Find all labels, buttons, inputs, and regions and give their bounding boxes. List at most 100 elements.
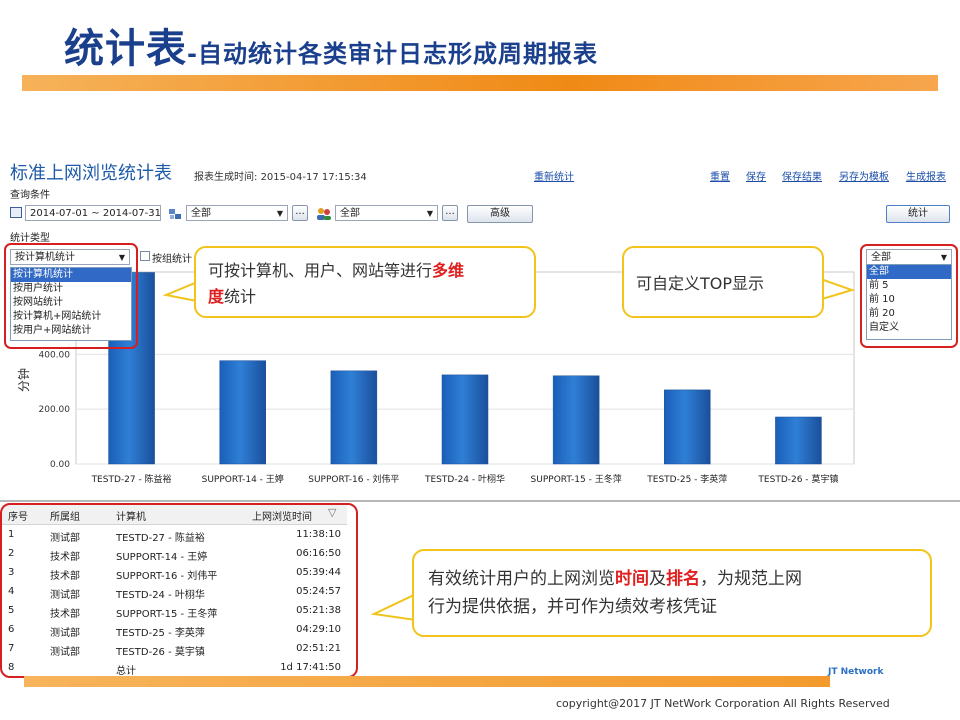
row-browse-time: 06:16:50 bbox=[296, 548, 341, 559]
bar[interactable] bbox=[775, 416, 822, 465]
row-index: 5 bbox=[8, 605, 15, 616]
computer-group-icon bbox=[168, 206, 182, 220]
x-tick-label: SUPPORT-16 - 刘伟平 bbox=[308, 473, 399, 485]
stat-type-value: 按计算机统计 bbox=[15, 252, 75, 263]
col-header-computer[interactable]: 计算机 bbox=[116, 512, 146, 523]
table-row[interactable]: 8 总计 1d 17:41:50 bbox=[2, 659, 347, 678]
save-link[interactable]: 保存 bbox=[746, 172, 766, 183]
company-logo: JT Network bbox=[828, 667, 884, 677]
generated-value: 2015-04-17 17:15:34 bbox=[260, 172, 367, 183]
computer-scope-select[interactable]: 全部 ▼ bbox=[186, 205, 288, 221]
effect-callout: 有效统计用户的上网浏览时间及排名，为规范上网 行为提供依据，并可作为绩效考核凭证 bbox=[412, 549, 932, 637]
top-option[interactable]: 前 10 bbox=[869, 294, 895, 305]
slide-title-main: 统计表 bbox=[64, 26, 187, 72]
row-group: 技术部 bbox=[50, 571, 80, 582]
table-row[interactable]: 5 技术部 SUPPORT-15 - 王冬萍 05:21:38 bbox=[2, 602, 347, 621]
stats-table: 序号 所属组 计算机 上网浏览时间 ▽ 1 测试部 TESTD-27 - 陈益裕 11… bbox=[2, 505, 347, 681]
group-stat-label: 按组统计 bbox=[152, 254, 192, 265]
stat-type-option[interactable]: 按计算机+网站统计 bbox=[13, 311, 102, 322]
row-computer: TESTD-25 - 李英萍 bbox=[116, 628, 205, 639]
callout-highlight: 排名 bbox=[666, 569, 700, 589]
save-as-template-link[interactable]: 另存为模板 bbox=[839, 172, 889, 183]
bar[interactable] bbox=[330, 370, 378, 465]
footer-orange-bar bbox=[24, 676, 830, 687]
table-row[interactable]: 3 技术部 SUPPORT-16 - 刘伟平 05:39:44 bbox=[2, 564, 347, 583]
row-browse-time: 11:38:10 bbox=[296, 529, 341, 540]
row-browse-time: 05:24:57 bbox=[296, 586, 341, 597]
callout-highlight: 多维 bbox=[432, 261, 465, 280]
table-row[interactable]: 2 技术部 SUPPORT-14 - 王婷 06:16:50 bbox=[2, 545, 347, 564]
stat-button[interactable]: 统计 bbox=[886, 205, 950, 223]
user-scope-select[interactable]: 全部 ▼ bbox=[335, 205, 438, 221]
bar[interactable] bbox=[552, 375, 600, 465]
date-range-field[interactable]: 2014-07-01 ~ 2014-07-31 bbox=[25, 205, 161, 221]
generate-report-link[interactable]: 生成报表 bbox=[906, 172, 946, 183]
table-row[interactable]: 1 测试部 TESTD-27 - 陈益裕 11:38:10 bbox=[2, 526, 347, 545]
row-browse-time: 04:29:10 bbox=[296, 624, 341, 635]
row-group: 测试部 bbox=[50, 590, 80, 601]
callout-highlight: 度 bbox=[208, 287, 225, 306]
table-row[interactable]: 7 测试部 TESTD-26 - 莫宇镇 02:51:21 bbox=[2, 640, 347, 659]
bar[interactable] bbox=[664, 389, 711, 465]
row-computer: TESTD-24 - 叶栩华 bbox=[116, 590, 205, 601]
col-header-group[interactable]: 所属组 bbox=[50, 512, 80, 523]
stat-type-option[interactable]: 按网站统计 bbox=[13, 297, 63, 308]
top-option[interactable]: 全部 bbox=[867, 265, 951, 279]
title-orange-bar bbox=[22, 75, 938, 91]
row-computer: TESTD-26 - 莫宇镇 bbox=[116, 647, 205, 658]
slide-title: 统计表-自动统计各类审计日志形成周期报表 bbox=[64, 16, 598, 74]
user-more-button[interactable]: ... bbox=[442, 205, 458, 221]
row-group: 测试部 bbox=[50, 533, 80, 544]
stat-type-option[interactable]: 按用户统计 bbox=[13, 283, 63, 294]
col-header-browse-time[interactable]: 上网浏览时间 bbox=[252, 512, 312, 523]
table-row[interactable]: 4 测试部 TESTD-24 - 叶栩华 05:24:57 bbox=[2, 583, 347, 602]
top-option[interactable]: 自定义 bbox=[869, 322, 899, 333]
chevron-down-icon: ▼ bbox=[118, 253, 125, 262]
stat-type-select[interactable]: 按计算机统计 ▼ bbox=[10, 249, 130, 265]
report-title: 标准上网浏览统计表 bbox=[10, 163, 172, 184]
x-tick-label: TESTD-26 - 莫宇镇 bbox=[757, 473, 838, 485]
row-index: 3 bbox=[8, 567, 15, 578]
row-group: 技术部 bbox=[50, 552, 80, 563]
computer-scope-value: 全部 bbox=[191, 208, 211, 219]
callout-text: ，为规范上网 bbox=[700, 569, 802, 589]
y-axis-label: 分钟 bbox=[16, 368, 31, 392]
group-stat-checkbox[interactable] bbox=[140, 251, 150, 261]
generated-time: 报表生成时间: 2015-04-17 17:15:34 bbox=[194, 168, 367, 183]
chevron-down-icon: ▼ bbox=[940, 253, 947, 262]
bar[interactable] bbox=[219, 360, 266, 465]
copyright-text: copyright@2017 JT NetWork Corporation Al… bbox=[556, 697, 890, 710]
table-header: 序号 所属组 计算机 上网浏览时间 ▽ bbox=[2, 505, 347, 525]
col-header-index[interactable]: 序号 bbox=[8, 512, 28, 523]
bar[interactable] bbox=[441, 374, 489, 465]
x-tick-label: SUPPORT-15 - 王冬萍 bbox=[531, 473, 622, 485]
y-tick-label: 400.00 bbox=[39, 350, 71, 360]
callout-pointer bbox=[370, 592, 416, 622]
calendar-icon[interactable] bbox=[10, 207, 22, 218]
row-computer: 总计 bbox=[116, 666, 136, 677]
stat-type-options: 按计算机统计 按用户统计 按网站统计 按计算机+网站统计 按用户+网站统计 bbox=[10, 267, 132, 341]
reset-link[interactable]: 重置 bbox=[710, 172, 730, 183]
table-row[interactable]: 6 测试部 TESTD-25 - 李英萍 04:29:10 bbox=[2, 621, 347, 640]
top-option[interactable]: 前 5 bbox=[869, 280, 889, 291]
sort-desc-icon[interactable]: ▽ bbox=[328, 506, 337, 519]
advanced-button[interactable]: 高级 bbox=[467, 205, 533, 223]
stat-type-option[interactable]: 按计算机统计 bbox=[11, 268, 131, 282]
query-label: 查询条件 bbox=[10, 190, 50, 201]
computer-more-button[interactable]: ... bbox=[292, 205, 308, 221]
row-index: 4 bbox=[8, 586, 15, 597]
multi-dimension-callout: 可按计算机、用户、网站等进行多维 度统计 bbox=[194, 246, 536, 318]
section-divider bbox=[0, 500, 960, 502]
save-result-link[interactable]: 保存结果 bbox=[782, 172, 822, 183]
top-option[interactable]: 前 20 bbox=[869, 308, 895, 319]
user-scope-value: 全部 bbox=[340, 208, 360, 219]
date-range-value: 2014-07-01 ~ 2014-07-31 bbox=[30, 208, 161, 219]
chevron-down-icon: ▼ bbox=[426, 209, 433, 218]
row-browse-time: 05:39:44 bbox=[296, 567, 341, 578]
row-computer: TESTD-27 - 陈益裕 bbox=[116, 533, 205, 544]
chevron-down-icon: ▼ bbox=[276, 209, 283, 218]
stat-type-option[interactable]: 按用户+网站统计 bbox=[13, 325, 92, 336]
recalc-link[interactable]: 重新统计 bbox=[534, 172, 574, 183]
stat-type-label: 统计类型 bbox=[10, 233, 50, 244]
row-group: 测试部 bbox=[50, 628, 80, 639]
